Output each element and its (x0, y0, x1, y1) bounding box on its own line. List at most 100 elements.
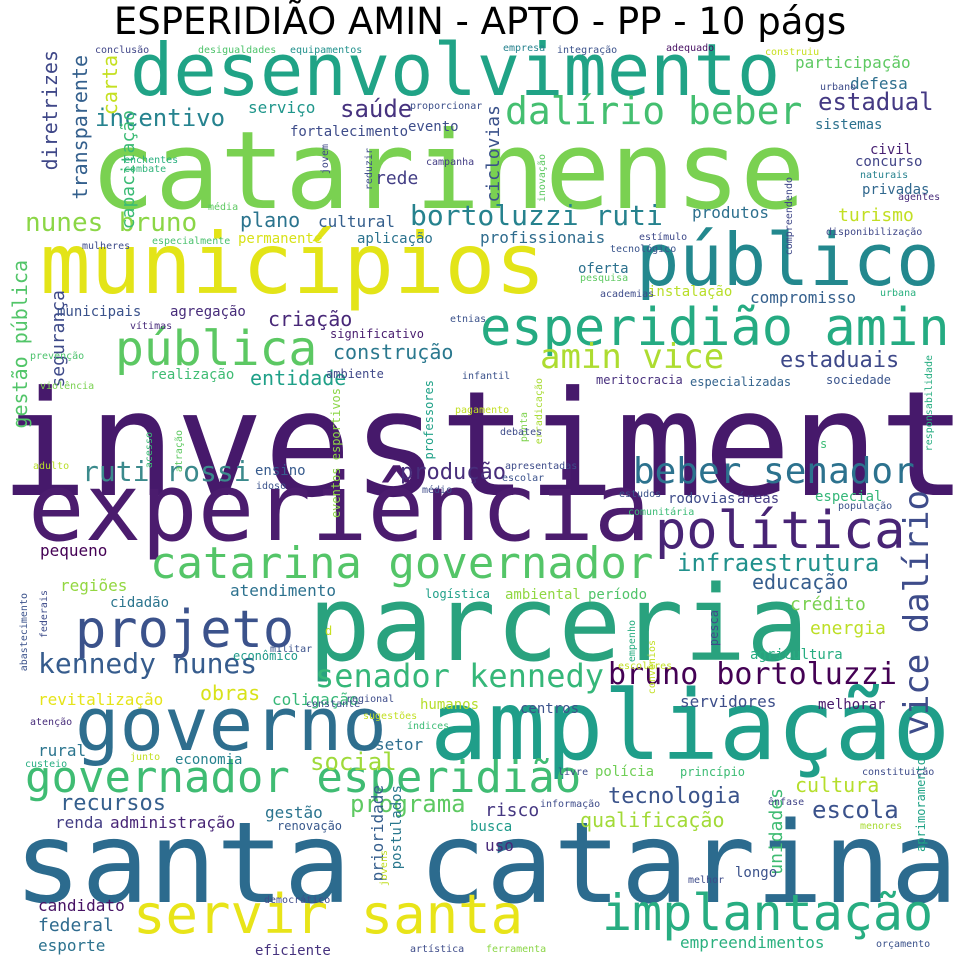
word-adequado: adequado (666, 43, 715, 54)
word-media: média (208, 202, 239, 213)
word-inovacao: inovação (537, 154, 548, 203)
word-transparente: transparente (68, 55, 92, 200)
word-militar: militar (270, 644, 313, 655)
word-parceria: parceria (308, 563, 809, 685)
word-atracao: atração (174, 430, 185, 473)
word-renda: renda (55, 813, 104, 832)
word-conclusao: conclusão (95, 45, 150, 56)
word-prevencao: prevenção (30, 351, 85, 362)
word-jovens: jovens (379, 850, 390, 887)
word-sugestoes: sugestões (363, 711, 418, 722)
word-idoso: idoso (256, 481, 287, 492)
word-violencia: violência (40, 381, 95, 392)
word-areas: áreas (737, 491, 780, 507)
word-tecnologico: tecnológico (610, 244, 677, 255)
word-estaduais: estaduais (780, 348, 900, 373)
word-cloud-title: ESPERIDIÃO AMIN - APTO - PP - 10 págs (113, 0, 847, 43)
word-programa: programa (350, 790, 466, 818)
word-meritocracia: meritocracia (596, 373, 683, 387)
word-pagamento: pagamento (455, 405, 510, 416)
word-academias: academias (600, 289, 655, 300)
word-populacao: população (838, 501, 893, 512)
word-tecnologia: tecnologia (608, 784, 741, 809)
word-produtos: produtos (692, 203, 770, 222)
word-senador-kennedy: senador kennedy (315, 657, 604, 695)
word-atencao: atenção (30, 717, 73, 728)
word-eficiente: eficiente (255, 943, 331, 959)
word-civil: civil (870, 142, 913, 158)
word-s: s (820, 437, 828, 451)
word-projeto: projeto (75, 600, 295, 660)
word-entidade: entidade (250, 366, 347, 390)
word-concurso: concurso (855, 154, 923, 170)
word-policia: polícia (595, 764, 655, 780)
word-rural: rural (38, 741, 87, 760)
word-governo: governo (75, 682, 387, 768)
word-compreendendo: compreendendo (784, 177, 795, 256)
word-candidato: candidato (38, 896, 125, 915)
word-vitimas: vítimas (130, 321, 173, 332)
word-indices: índices (407, 721, 450, 732)
word-livre: livre (558, 767, 589, 778)
word-escolares: escolares (618, 661, 673, 672)
word-carta: carta (98, 55, 122, 116)
word-diretrizes: diretrizes (38, 50, 62, 171)
word-ruti-rossi: ruti rossi (82, 455, 251, 488)
word-implantacao: implantação (602, 884, 934, 942)
word-responsabilidade: responsabilidade (924, 355, 935, 452)
word-democratico: democrático (264, 895, 331, 906)
word-principio: princípio (680, 765, 746, 779)
word-setor: setor (375, 735, 424, 754)
word-ambiental: ambiental (505, 587, 581, 603)
word-bruno-bortoluzzi: bruno bortoluzzi (608, 657, 897, 692)
word-custeio: custeio (25, 759, 68, 770)
word-professores: professores (422, 380, 436, 460)
word-catarina-governador: catarina governador (150, 538, 654, 589)
word-debates: debates (500, 427, 543, 438)
word-gestao: gestão (265, 803, 323, 822)
word-municipios: municípios (40, 215, 546, 313)
word-abastecimento: abastecimento (19, 593, 30, 672)
word-constante: constante (306, 699, 361, 710)
word-enchentes: enchentes (124, 155, 179, 166)
word-humanos: humanos (420, 697, 480, 713)
word-incentivo: incentivo (95, 104, 226, 132)
word-revitalizacao: revitalização (38, 690, 164, 709)
word-ferramenta: ferramenta (486, 944, 547, 955)
word-ambiente: ambiente (326, 367, 384, 381)
word-criacao: criação (268, 307, 353, 331)
word-combate: combate (124, 164, 167, 175)
word-atendimento: atendimento (230, 581, 336, 600)
word-producao: produção (400, 460, 506, 485)
word-publico: público (636, 218, 940, 302)
word-desenvolvimento: desenvolvimento (130, 28, 781, 112)
word-social: social (310, 748, 397, 776)
word-permanente: permanente (238, 231, 323, 247)
word-compromisso: compromisso (750, 288, 856, 307)
word-artistica: artística (410, 944, 465, 955)
word-administracao: administração (110, 813, 236, 832)
word-periodo: período (588, 587, 648, 603)
word-melhorar: melhorar (818, 697, 886, 713)
word-credito: crédito (790, 594, 866, 615)
word-infantil: infantil (462, 371, 511, 382)
word-menores: menores (860, 821, 903, 832)
word-esperidiao-amin: esperidião amin (480, 298, 950, 358)
word-politica: política (655, 501, 906, 561)
word-servico: serviço (248, 98, 316, 117)
word-empresa: empresa (503, 43, 546, 54)
word-orcamento: orçamento (876, 939, 931, 950)
word-vice-dalirio: vice dalírio (897, 490, 937, 736)
word-constituicao: constituição (862, 767, 935, 778)
word-obras: obras (200, 681, 261, 705)
word-qualificacao: qualificação (580, 808, 725, 832)
word-comunitaria: comunitária (628, 507, 695, 518)
word-especial: especial (815, 489, 883, 505)
word-construcao: construção (333, 340, 454, 364)
word-empreendimentos: empreendimentos (680, 933, 825, 952)
word-servidores: servidores (680, 692, 777, 711)
word-renovacao: renovação (277, 819, 343, 833)
word-escola: escola (812, 796, 899, 824)
word-infraestrutura: infraestrutura (677, 549, 880, 577)
